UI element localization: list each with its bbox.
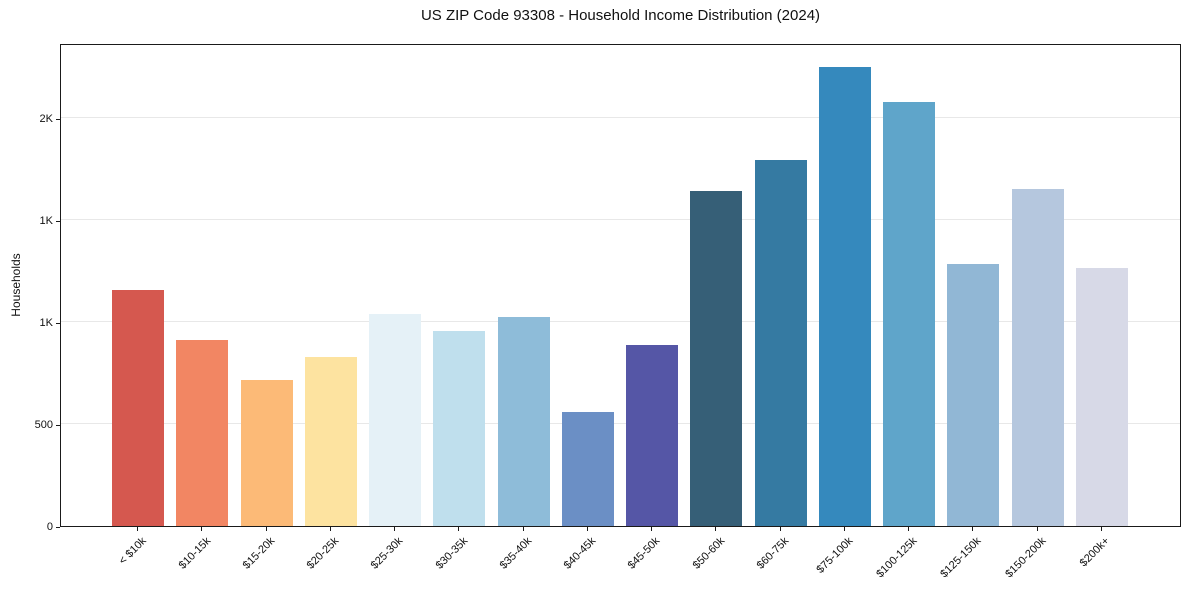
y-axis-label: Households (9, 253, 23, 317)
x-tick (586, 527, 588, 531)
bar (176, 340, 229, 526)
x-tick (265, 527, 267, 531)
y-tick (56, 118, 60, 120)
x-tick (843, 527, 845, 531)
x-tick-label: $200k+ (1078, 535, 1113, 570)
y-tick (56, 424, 60, 426)
bar (1075, 267, 1128, 526)
bar (112, 290, 165, 526)
x-tick-label: < $10k (116, 535, 149, 568)
x-tick (972, 527, 974, 531)
bar (561, 411, 614, 526)
plot-area (60, 44, 1181, 527)
x-tick-label: $50-60k (690, 535, 727, 572)
x-tick (1100, 527, 1102, 531)
chart-title: US ZIP Code 93308 - Household Income Dis… (420, 7, 821, 24)
x-tick-label: $10-15k (176, 535, 213, 572)
y-tick-label: 500 (34, 418, 53, 431)
y-gridline (61, 116, 1180, 118)
y-tick (56, 527, 60, 528)
x-tick-label: $40-45k (561, 535, 599, 572)
x-tick (394, 527, 396, 531)
y-tick-label: 1K (39, 316, 53, 329)
x-tick-label: $30-35k (433, 535, 470, 572)
y-tick (56, 220, 60, 222)
x-tick (651, 527, 653, 531)
bar (690, 191, 743, 526)
bar (947, 263, 1000, 526)
x-tick (201, 527, 203, 531)
x-tick-label: $60-75k (754, 535, 792, 572)
x-tick (458, 527, 460, 531)
x-tick-label: $100-125k (874, 535, 920, 581)
bar (883, 102, 936, 526)
y-gridline (61, 218, 1180, 220)
bar (497, 316, 550, 526)
x-tick (329, 527, 331, 531)
y-gridline (61, 422, 1180, 424)
x-tick-label: $75-100k (814, 535, 856, 576)
bar (626, 345, 679, 526)
bar (240, 380, 293, 526)
y-tick-label: 1K (39, 214, 53, 227)
x-tick (1036, 527, 1038, 531)
x-tick-label: $15-20k (240, 535, 278, 572)
bar (369, 313, 422, 526)
x-tick-label: $150-200k (1002, 535, 1049, 581)
x-tick-label: $45-50k (626, 535, 663, 572)
bar (754, 160, 807, 526)
y-gridline (61, 320, 1180, 322)
x-tick-label: $125-150k (938, 535, 984, 581)
x-tick-label: $20-25k (304, 535, 342, 572)
bar (433, 331, 486, 526)
x-tick (779, 527, 781, 531)
y-tick (56, 322, 60, 324)
bar (1011, 189, 1064, 526)
y-tick-label: 0 (46, 521, 53, 533)
y-tick-label: 2K (39, 112, 53, 125)
x-tick (908, 527, 910, 531)
bar (304, 356, 357, 526)
x-tick-label: $25-30k (369, 535, 406, 572)
x-tick (137, 527, 139, 531)
x-tick (715, 527, 717, 531)
x-tick-label: $35-40k (497, 535, 535, 572)
bar (818, 66, 871, 526)
x-tick (522, 527, 524, 531)
